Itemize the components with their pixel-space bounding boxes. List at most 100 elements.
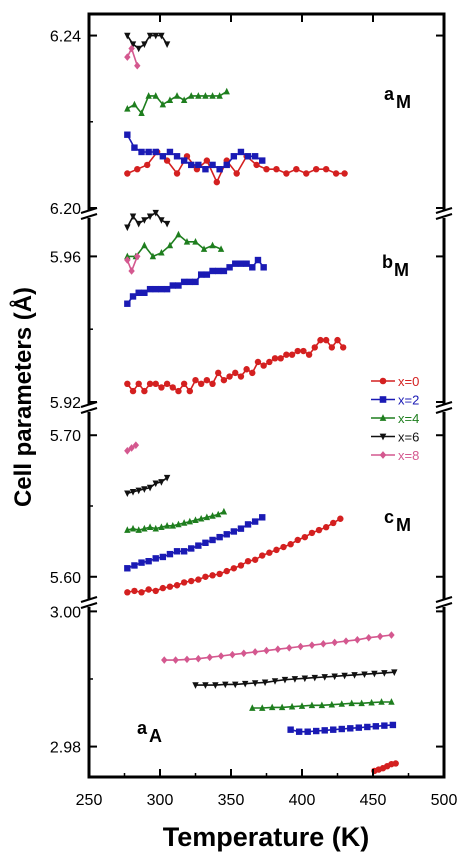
data-point bbox=[330, 726, 337, 733]
series-x=2 bbox=[287, 721, 397, 735]
data-point bbox=[135, 526, 142, 533]
data-point bbox=[351, 672, 358, 679]
data-point bbox=[138, 109, 145, 116]
y-tick-label: 5.96 bbox=[50, 249, 81, 266]
data-point bbox=[209, 92, 216, 99]
data-point bbox=[237, 373, 245, 380]
data-point bbox=[288, 702, 296, 710]
data-point bbox=[342, 637, 350, 645]
data-point bbox=[376, 632, 384, 641]
series-x=4 bbox=[124, 87, 230, 116]
data-point bbox=[278, 703, 286, 711]
series-x=2 bbox=[124, 514, 266, 572]
series-x=6 bbox=[192, 669, 398, 689]
data-point bbox=[304, 728, 311, 735]
data-point bbox=[322, 524, 330, 531]
data-point bbox=[283, 170, 290, 177]
legend-entry-x=2: x=2 bbox=[371, 393, 419, 408]
data-point bbox=[203, 271, 211, 278]
data-point bbox=[134, 61, 141, 70]
data-point bbox=[135, 487, 142, 495]
series-line bbox=[126, 338, 344, 393]
break-mark bbox=[435, 602, 453, 609]
panel-a-A: 2.98 3.00 a A bbox=[50, 604, 444, 757]
data-point bbox=[131, 100, 138, 108]
data-point bbox=[371, 670, 378, 678]
data-point bbox=[145, 148, 152, 156]
data-point bbox=[322, 336, 330, 344]
x-tick-label: 500 bbox=[431, 792, 458, 809]
data-point bbox=[124, 526, 131, 533]
data-point bbox=[129, 524, 137, 532]
y-tick-label: 2.98 bbox=[50, 740, 81, 757]
data-point bbox=[188, 92, 195, 99]
data-point bbox=[124, 131, 131, 138]
data-point bbox=[215, 510, 222, 518]
data-point bbox=[158, 384, 165, 391]
data-point bbox=[202, 166, 209, 173]
data-point bbox=[128, 44, 135, 53]
data-point bbox=[341, 170, 348, 177]
break-mark bbox=[435, 213, 453, 220]
data-point bbox=[159, 100, 167, 108]
panel-b-M: 5.92 5.96 b M bbox=[50, 249, 444, 412]
plot-frame bbox=[87, 12, 446, 779]
data-point bbox=[268, 703, 276, 711]
data-point bbox=[203, 376, 211, 384]
data-point bbox=[146, 285, 154, 293]
panel-label: a bbox=[384, 84, 395, 104]
data-point bbox=[175, 387, 182, 395]
data-point bbox=[173, 582, 181, 589]
data-point bbox=[254, 256, 262, 264]
data-point bbox=[129, 293, 137, 300]
data-point bbox=[124, 224, 131, 232]
data-point bbox=[243, 366, 250, 373]
data-point bbox=[251, 680, 259, 687]
data-point bbox=[297, 642, 304, 651]
data-point bbox=[192, 682, 199, 689]
data-point bbox=[341, 672, 348, 680]
series-x=0 bbox=[124, 336, 347, 395]
data-point bbox=[206, 653, 213, 662]
series-x=0 bbox=[124, 515, 344, 596]
data-point bbox=[271, 678, 279, 685]
data-point bbox=[124, 565, 131, 572]
series-x=8 bbox=[124, 441, 140, 455]
data-point bbox=[293, 166, 300, 173]
panel-label-subscript: M bbox=[396, 92, 411, 112]
data-point bbox=[124, 105, 131, 112]
data-point bbox=[180, 380, 188, 387]
data-point bbox=[152, 92, 159, 99]
data-point bbox=[141, 289, 148, 296]
data-point bbox=[294, 347, 301, 355]
data-point bbox=[152, 555, 159, 562]
data-point bbox=[237, 260, 245, 267]
data-point bbox=[175, 230, 182, 238]
series-line bbox=[127, 510, 225, 531]
data-point bbox=[161, 656, 168, 664]
data-point bbox=[195, 654, 202, 663]
data-point bbox=[135, 45, 142, 53]
data-point bbox=[146, 213, 154, 221]
data-point bbox=[158, 285, 165, 293]
data-point bbox=[203, 513, 211, 521]
data-point bbox=[230, 565, 238, 572]
data-point bbox=[232, 369, 239, 377]
data-point bbox=[368, 698, 375, 706]
data-point bbox=[173, 153, 181, 160]
data-point bbox=[347, 725, 354, 732]
data-point bbox=[311, 344, 318, 351]
data-point bbox=[173, 170, 181, 177]
axis-breaks bbox=[80, 207, 453, 609]
data-point bbox=[215, 267, 222, 275]
data-point bbox=[163, 522, 171, 529]
data-point bbox=[212, 682, 219, 689]
data-point bbox=[220, 376, 228, 384]
data-point bbox=[163, 41, 171, 48]
data-point bbox=[334, 336, 341, 344]
data-point bbox=[230, 153, 238, 160]
data-point bbox=[337, 515, 344, 522]
break-mark bbox=[80, 602, 98, 609]
data-point bbox=[259, 552, 266, 559]
break-gap bbox=[82, 404, 96, 412]
